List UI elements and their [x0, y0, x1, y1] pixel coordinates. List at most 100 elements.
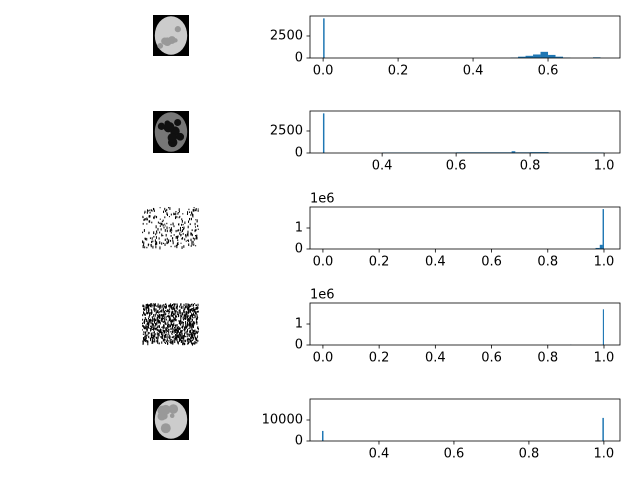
- x-tick-label: 0.6: [538, 64, 559, 79]
- thumbnail-noise: [191, 303, 193, 305]
- thumbnail-noise: [154, 325, 156, 327]
- thumbnail-noise: [184, 329, 186, 332]
- histogram-axes: 0.0 0.2 0.4 0.6 0.8 1.0 0 1 1e6: [295, 192, 621, 270]
- thumbnail-noise: [179, 335, 181, 337]
- thumbnail-noise: [172, 319, 174, 323]
- thumbnail-noise: [168, 207, 170, 209]
- thumbnail-noise: [166, 340, 168, 343]
- thumbnail-noise: [152, 245, 154, 249]
- thumbnail-noise: [151, 336, 153, 340]
- thumbnail-noise: [148, 220, 150, 223]
- thumbnail-noise: [155, 233, 157, 236]
- thumbnail-noise: [153, 231, 155, 234]
- thumbnail-noise: [142, 231, 144, 234]
- y-tick-label: 1: [295, 221, 303, 236]
- thumbnail-noise: [171, 311, 173, 314]
- thumbnail-noise: [174, 304, 176, 307]
- thumbnail-noise: [183, 309, 185, 313]
- bar: [602, 309, 604, 345]
- thumbnail-noise: [165, 323, 167, 325]
- thumbnail-noise: [171, 327, 173, 330]
- thumbnail-noise: [194, 321, 196, 324]
- thumbnail-noise: [169, 315, 171, 318]
- thumbnail-noise: [151, 339, 153, 342]
- thumbnail-noise: [190, 320, 192, 323]
- thumbnail-noise: [181, 326, 183, 328]
- y-tick-label: 2500: [270, 28, 303, 43]
- x-tick-label: 1.0: [594, 447, 615, 462]
- thumbnail-noise: [183, 303, 185, 306]
- thumbnail-noise: [175, 328, 177, 332]
- thumbnail-noise: [171, 339, 173, 341]
- thumbnail-noise: [176, 303, 178, 307]
- thumbnail-noise: [162, 314, 164, 317]
- thumbnail-noise: [189, 340, 191, 344]
- thumbnail-noise: [167, 321, 169, 325]
- thumbnail-noise: [143, 308, 145, 311]
- thumbnail-noise: [164, 225, 166, 227]
- histogram-axes: 0.0 0.2 0.4 0.6 0 2500: [270, 15, 621, 79]
- thumbnail-noise: [176, 305, 178, 308]
- thumbnail-noise: [142, 245, 144, 248]
- thumbnail-noise: [173, 213, 175, 216]
- thumbnail-noise: [154, 333, 156, 336]
- thumbnail-noise: [152, 328, 154, 330]
- thumbnail-noise: [197, 339, 199, 342]
- thumbnail-noise: [196, 321, 198, 325]
- thumbnail-noise: [146, 217, 148, 221]
- x-tick-label: 1.0: [594, 159, 615, 174]
- thumbnail-noise: [149, 304, 151, 307]
- thumbnail-noise: [171, 229, 173, 232]
- thumbnail-noise: [154, 313, 156, 317]
- thumbnail-noise: [162, 321, 164, 323]
- thumbnail-noise: [197, 228, 199, 230]
- thumbnail-noise: [146, 319, 148, 323]
- thumbnail-noise: [167, 213, 169, 216]
- thumbnail-noise: [157, 314, 159, 317]
- thumbnail-noise: [146, 223, 148, 225]
- thumbnail-noise: [159, 321, 161, 325]
- thumbnail-noise: [182, 336, 184, 340]
- thumbnail-noise: [197, 224, 199, 228]
- thumbnail-noise: [194, 222, 196, 226]
- thumbnail-noise: [148, 209, 150, 211]
- thumbnail-noise: [188, 333, 190, 336]
- thumbnail-noise: [197, 317, 199, 319]
- thumbnail-noise: [164, 333, 166, 337]
- thumbnail-noise: [142, 329, 144, 331]
- thumbnail-noise: [171, 321, 173, 323]
- thumbnail-noise: [159, 330, 161, 333]
- thumbnail-noise: [148, 319, 150, 323]
- thumbnail-noise: [155, 305, 157, 307]
- thumbnail-noise: [166, 338, 168, 341]
- thumbnail-noise: [196, 221, 198, 223]
- thumbnail-noise: [159, 225, 161, 227]
- thumbnail-noise: [197, 330, 199, 333]
- thumbnail-noise: [148, 324, 150, 326]
- thumbnail-noise: [168, 337, 170, 339]
- thumbnail-noise: [179, 338, 181, 342]
- thumbnail-noise: [185, 321, 187, 324]
- thumbnail-noise: [170, 235, 172, 237]
- x-tick-label: 0.6: [481, 351, 502, 366]
- bar: [321, 430, 324, 441]
- thumbnail-noise: [175, 315, 177, 318]
- thumbnail-noise: [189, 334, 191, 337]
- thumbnail-noise: [185, 339, 187, 341]
- thumbnail-noise: [179, 331, 181, 333]
- thumbnail-noise: [159, 231, 161, 234]
- thumbnail-noise: [156, 336, 158, 340]
- thumbnail-noise: [184, 332, 186, 335]
- thumbnail-noise: [193, 306, 195, 310]
- thumbnail-noise: [177, 334, 179, 338]
- thumbnail-noise: [195, 304, 197, 307]
- thumbnail-noise: [158, 313, 160, 316]
- thumbnail-noise: [187, 342, 189, 345]
- thumbnail-noise: [142, 324, 144, 327]
- thumbnail-noise: [166, 309, 168, 313]
- thumbnail-noise: [182, 213, 184, 215]
- thumbnail-noise: [185, 235, 187, 238]
- thumbnail-noise: [173, 213, 175, 215]
- thumbnail-noise: [166, 319, 168, 321]
